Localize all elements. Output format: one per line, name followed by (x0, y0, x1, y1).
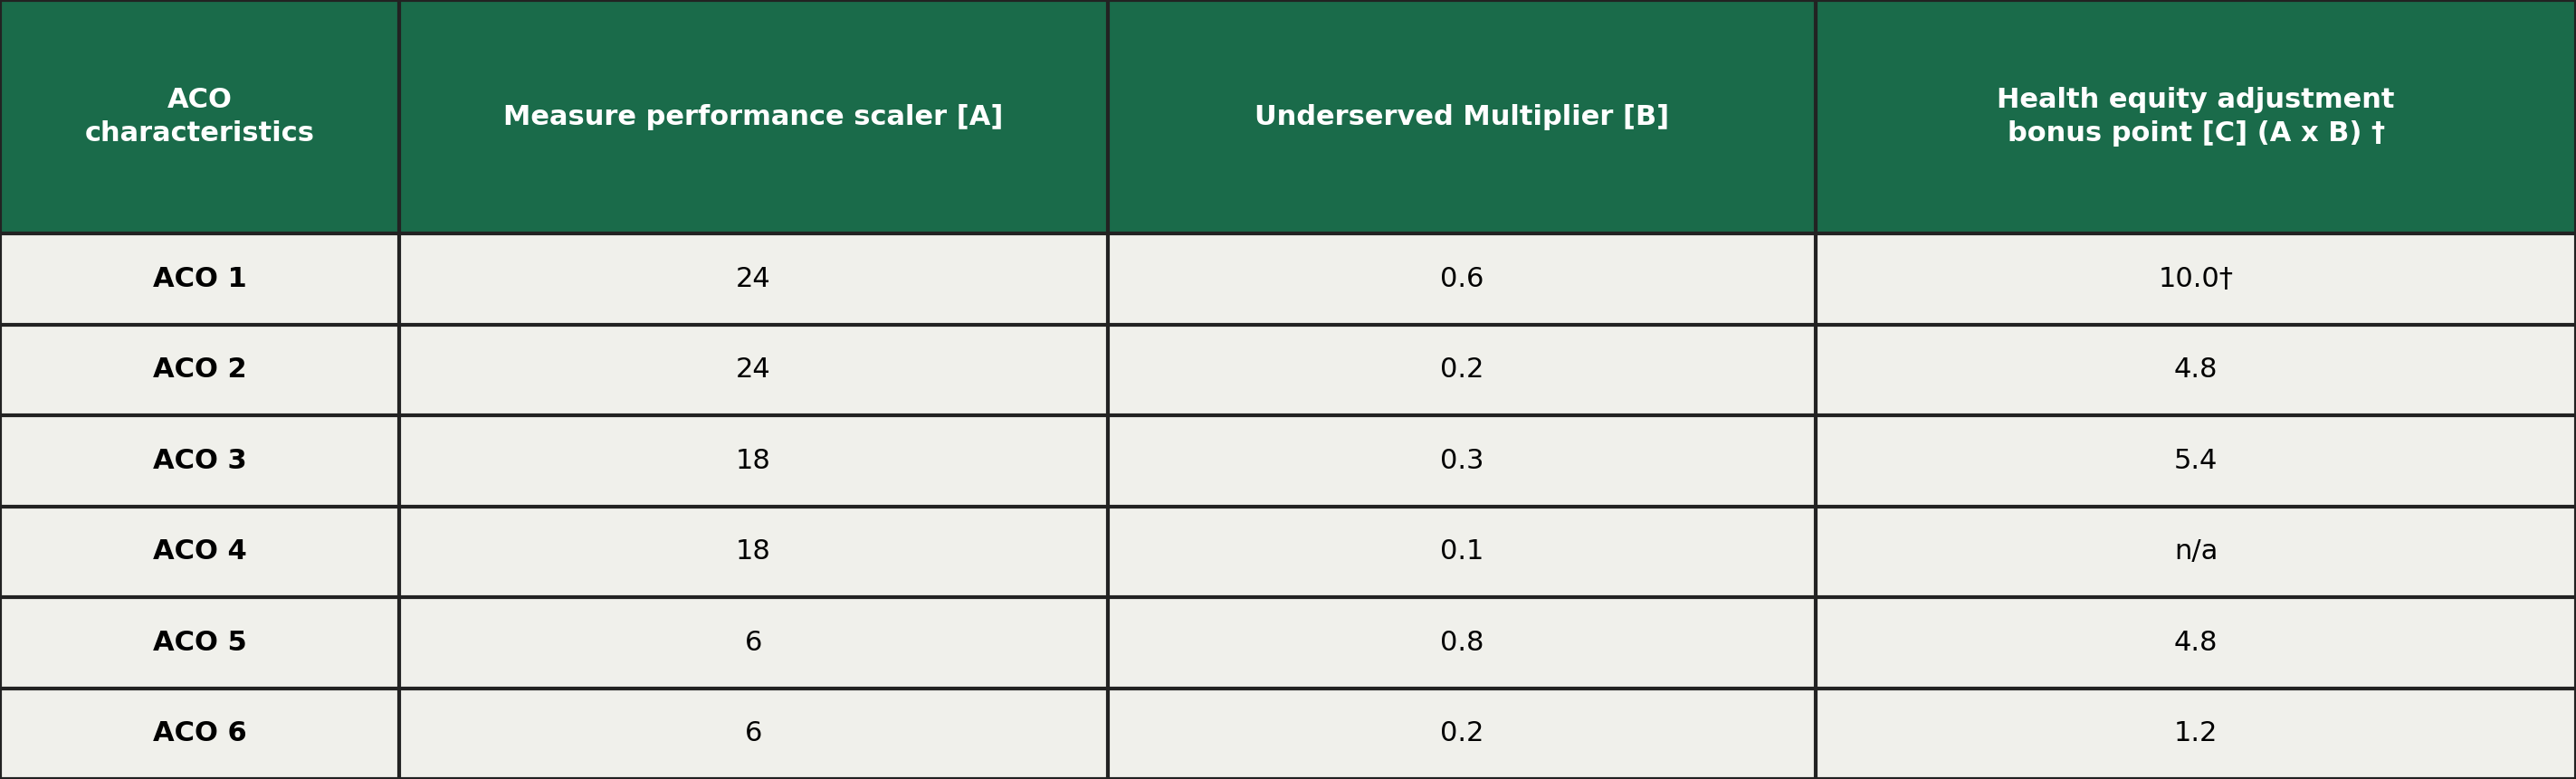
Bar (1816, 325, 2576, 415)
Bar (0, 688, 399, 779)
Bar (1108, 325, 1816, 415)
Bar (1108, 506, 1816, 597)
Bar (1816, 506, 2576, 597)
Text: 4.8: 4.8 (2174, 629, 2218, 656)
Text: Underserved Multiplier [B]: Underserved Multiplier [B] (1255, 104, 1669, 130)
Text: ACO 2: ACO 2 (152, 357, 247, 383)
Text: 18: 18 (737, 538, 770, 565)
Bar (399, 415, 1108, 506)
Bar (1108, 0, 1816, 234)
Bar (399, 234, 1108, 325)
Text: 0.6: 0.6 (1440, 266, 1484, 292)
Bar (1108, 597, 1816, 688)
Bar (399, 0, 1108, 234)
Bar (399, 688, 1108, 779)
Text: 4.8: 4.8 (2174, 357, 2218, 383)
Text: ACO 3: ACO 3 (152, 448, 247, 474)
Text: 10.0†: 10.0† (2159, 266, 2233, 292)
Bar (1108, 688, 1816, 779)
Text: n/a: n/a (2174, 538, 2218, 565)
Bar (1816, 234, 2576, 325)
Text: 24: 24 (737, 266, 770, 292)
Text: ACO
characteristics: ACO characteristics (85, 87, 314, 146)
Bar (399, 506, 1108, 597)
Text: ACO 6: ACO 6 (152, 721, 247, 747)
Bar (0, 0, 399, 234)
Bar (1816, 597, 2576, 688)
Bar (1108, 234, 1816, 325)
Bar (0, 506, 399, 597)
Text: 5.4: 5.4 (2174, 448, 2218, 474)
Bar (1816, 0, 2576, 234)
Bar (1816, 415, 2576, 506)
Text: 0.2: 0.2 (1440, 721, 1484, 747)
Text: Health equity adjustment
bonus point [C] (A x B) †: Health equity adjustment bonus point [C]… (1996, 87, 2396, 146)
Text: 0.1: 0.1 (1440, 538, 1484, 565)
Text: ACO 5: ACO 5 (152, 629, 247, 656)
Text: 6: 6 (744, 721, 762, 747)
Bar (399, 597, 1108, 688)
Bar (1816, 688, 2576, 779)
Text: 0.8: 0.8 (1440, 629, 1484, 656)
Text: 0.2: 0.2 (1440, 357, 1484, 383)
Text: ACO 4: ACO 4 (152, 538, 247, 565)
Text: 18: 18 (737, 448, 770, 474)
Text: Measure performance scaler [A]: Measure performance scaler [A] (502, 104, 1005, 130)
Text: 24: 24 (737, 357, 770, 383)
Text: 1.2: 1.2 (2174, 721, 2218, 747)
Text: ACO 1: ACO 1 (152, 266, 247, 292)
Text: 6: 6 (744, 629, 762, 656)
Bar (0, 234, 399, 325)
Text: 0.3: 0.3 (1440, 448, 1484, 474)
Bar (0, 325, 399, 415)
Bar (1108, 415, 1816, 506)
Bar (399, 325, 1108, 415)
Bar (0, 597, 399, 688)
Bar (0, 415, 399, 506)
